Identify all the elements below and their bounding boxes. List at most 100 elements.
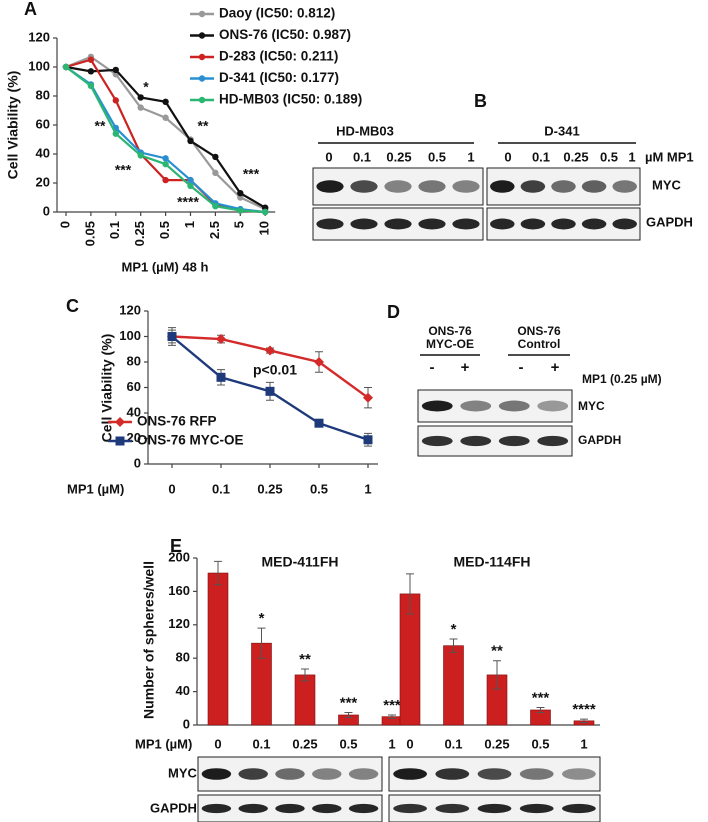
marker bbox=[265, 386, 275, 396]
legend-label: D-341 (IC50: 0.177) bbox=[219, 70, 339, 85]
annotation: **** bbox=[572, 701, 596, 718]
x-tick-label: 0.5 bbox=[531, 736, 549, 751]
bar bbox=[207, 572, 229, 726]
blot-band bbox=[460, 400, 492, 412]
marker bbox=[198, 32, 206, 39]
blot-band bbox=[498, 435, 530, 447]
y-tick-label: 60 bbox=[127, 379, 141, 394]
legend-label: ONS-76 MYC-OE bbox=[137, 433, 244, 448]
annotation: *** bbox=[340, 694, 358, 711]
marker bbox=[87, 56, 95, 63]
marker bbox=[112, 97, 120, 104]
panel-label: A bbox=[24, 0, 37, 19]
group-label: ONS-76 bbox=[428, 324, 472, 338]
row-label: MYC bbox=[652, 177, 682, 192]
error-bar bbox=[257, 627, 266, 659]
blot-band bbox=[612, 218, 637, 230]
blot-band bbox=[452, 218, 480, 230]
blot-band bbox=[275, 768, 305, 780]
y-tick-label: 20 bbox=[36, 174, 50, 189]
error-bar bbox=[344, 711, 353, 718]
marker bbox=[115, 436, 125, 446]
blot-band bbox=[348, 803, 379, 814]
error-bar bbox=[449, 638, 458, 653]
annotation: * bbox=[451, 621, 457, 638]
marker bbox=[212, 203, 219, 210]
x-tick-label: 0 bbox=[168, 481, 175, 496]
blot-band bbox=[421, 400, 453, 412]
annotation: * bbox=[143, 79, 149, 95]
blot-band bbox=[393, 803, 427, 814]
x-tick-label: 0.05 bbox=[82, 221, 97, 246]
marker bbox=[314, 357, 324, 367]
marker bbox=[198, 53, 206, 61]
blot-band bbox=[238, 803, 268, 814]
blot-band bbox=[435, 768, 470, 780]
x-tick-label: 1 bbox=[580, 736, 587, 751]
blot-band bbox=[537, 400, 569, 412]
group-label: D-341 bbox=[544, 123, 579, 138]
row-label: GAPDH bbox=[150, 800, 197, 815]
error-bar bbox=[406, 573, 414, 615]
y-tick-label: 200 bbox=[168, 549, 190, 564]
blot-band bbox=[418, 180, 446, 193]
blot-band bbox=[201, 768, 232, 780]
blot-band bbox=[312, 768, 342, 780]
x-tick-label: 0.1 bbox=[212, 481, 230, 496]
legend-label: HD-MB03 (IC50: 0.189) bbox=[219, 92, 362, 107]
marker bbox=[87, 82, 95, 90]
y-tick-label: 0 bbox=[183, 716, 190, 731]
marker bbox=[115, 417, 125, 427]
marker bbox=[198, 96, 206, 104]
blot-band bbox=[201, 803, 232, 814]
row-label: GAPDH bbox=[578, 433, 621, 447]
annotation: * bbox=[259, 610, 265, 627]
marker bbox=[212, 153, 219, 161]
lane-label: 0.5 bbox=[428, 149, 446, 164]
group-title: MED-114FH bbox=[453, 554, 530, 570]
x-tick-label: 0.1 bbox=[107, 221, 122, 239]
blot-band bbox=[435, 803, 470, 814]
blot-band bbox=[393, 768, 427, 780]
unit-label: µM MP1 bbox=[645, 149, 694, 164]
blot-band bbox=[316, 218, 344, 230]
y-tick-label: 60 bbox=[36, 116, 50, 131]
legend-label: ONS-76 (IC50: 0.987) bbox=[219, 27, 351, 42]
blot-band bbox=[519, 768, 554, 780]
marker bbox=[212, 169, 219, 177]
annotation: ** bbox=[299, 651, 311, 668]
marker bbox=[112, 66, 120, 74]
blot-band bbox=[238, 768, 268, 780]
x-axis-label: MP1 (µM) bbox=[135, 736, 192, 751]
x-axis-label: MP1 (µM) bbox=[67, 481, 124, 496]
x-tick-label: 0.25 bbox=[257, 481, 282, 496]
legend-label: Daoy (IC50: 0.812) bbox=[219, 6, 335, 21]
marker bbox=[162, 114, 169, 121]
legend-label: D-283 (IC50: 0.211) bbox=[219, 49, 338, 64]
x-tick-label: 0.1 bbox=[252, 736, 270, 751]
lane-label: + bbox=[551, 359, 560, 376]
annotation: *** bbox=[532, 689, 550, 706]
error-bar bbox=[301, 668, 309, 682]
annotation: ** bbox=[491, 643, 503, 660]
y-tick-label: 100 bbox=[28, 58, 50, 73]
error-bar bbox=[214, 560, 222, 586]
panel-label: E bbox=[170, 536, 182, 556]
blot-band bbox=[520, 180, 546, 193]
y-tick-label: 80 bbox=[127, 353, 141, 368]
lane-label: 0.25 bbox=[386, 149, 411, 164]
group-title: MED-411FH bbox=[261, 554, 338, 570]
blot-band bbox=[520, 218, 546, 230]
bar bbox=[443, 645, 464, 726]
group-label: Control bbox=[518, 337, 561, 351]
blot-band bbox=[612, 180, 637, 193]
marker bbox=[237, 207, 244, 214]
x-tick-label: 5 bbox=[232, 221, 247, 228]
marker bbox=[187, 137, 194, 145]
y-tick-label: 160 bbox=[168, 583, 190, 598]
x-tick-label: 10 bbox=[257, 221, 272, 235]
x-tick-label: 0.25 bbox=[292, 736, 317, 751]
blot-band bbox=[460, 435, 492, 447]
y-tick-label: 120 bbox=[168, 616, 190, 631]
